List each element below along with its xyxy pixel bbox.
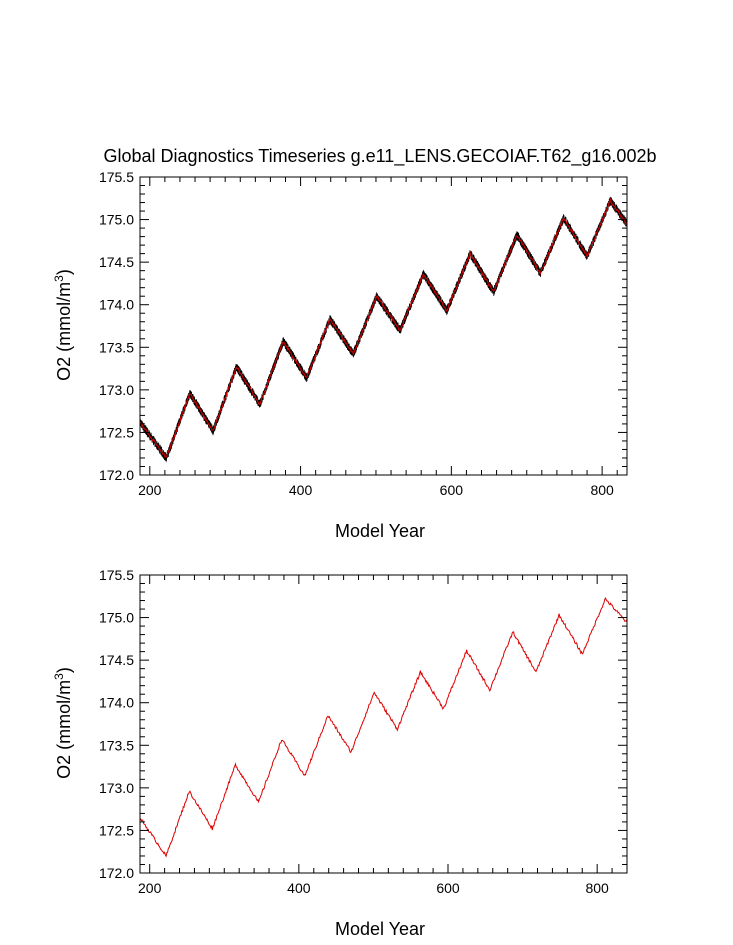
chart-title: Global Diagnostics Timeseries g.e11_LENS… bbox=[104, 146, 657, 167]
x-tick-label: 800 bbox=[590, 482, 614, 498]
y-tick-label: 172.5 bbox=[99, 424, 134, 440]
x-tick-label: 800 bbox=[585, 880, 609, 896]
timeseries-chart-bottom: 200 400 600 800 172.0 172.5 173.0 173.5 174.0 174… bbox=[52, 567, 628, 939]
series-annual-line bbox=[140, 597, 627, 858]
x-axis-label: Model Year bbox=[335, 919, 425, 939]
y-axis-label-end: ) bbox=[54, 269, 74, 275]
y-tick-label: 173.5 bbox=[99, 339, 134, 355]
plot-area: 200 400 600 800 172.0 172.5 173.0 173.5 174.0 174… bbox=[99, 169, 628, 498]
series-annual-line bbox=[140, 197, 627, 458]
y-axis-label: O2 (mmol/m3) bbox=[52, 269, 74, 381]
y-tick-label: 174.0 bbox=[99, 297, 134, 313]
plot-area: 200 400 600 800 172.0 172.5 173.0 173.5 174.0 174… bbox=[99, 567, 628, 896]
series-monthly-line bbox=[140, 196, 627, 463]
y-tick-label: 174.5 bbox=[99, 652, 134, 668]
y-axis-label-main: O2 (mmol/m bbox=[54, 680, 74, 779]
y-tick-label: 175.0 bbox=[99, 212, 134, 228]
x-tick-label: 600 bbox=[440, 482, 464, 498]
y-tick-label: 173.0 bbox=[99, 780, 134, 796]
y-tick-label: 175.0 bbox=[99, 610, 134, 626]
y-tick-label: 172.5 bbox=[99, 822, 134, 838]
x-tick-label: 200 bbox=[138, 880, 162, 896]
x-tick-label: 400 bbox=[289, 482, 313, 498]
plot-frame bbox=[139, 176, 628, 476]
x-axis-label: Model Year bbox=[335, 521, 425, 541]
plot-frame bbox=[139, 574, 628, 874]
x-tick-label: 600 bbox=[436, 880, 460, 896]
y-tick-label: 174.5 bbox=[99, 254, 134, 270]
y-axis-label: O2 (mmol/m3) bbox=[52, 667, 74, 779]
timeseries-chart-top: Global Diagnostics Timeseries g.e11_LENS… bbox=[52, 146, 656, 541]
y-axis-label-sup: 3 bbox=[52, 275, 66, 282]
y-axis-label-sup: 3 bbox=[52, 673, 66, 680]
y-tick-label: 175.5 bbox=[99, 567, 134, 583]
y-tick-label: 173.0 bbox=[99, 382, 134, 398]
y-tick-label: 173.5 bbox=[99, 737, 134, 753]
y-tick-label: 172.0 bbox=[99, 865, 134, 881]
x-tick-label: 200 bbox=[138, 482, 162, 498]
y-axis-label-main: O2 (mmol/m bbox=[54, 282, 74, 381]
y-tick-label: 174.0 bbox=[99, 695, 134, 711]
x-tick-label: 400 bbox=[287, 880, 311, 896]
y-tick-label: 175.5 bbox=[99, 169, 134, 185]
y-tick-label: 172.0 bbox=[99, 467, 134, 483]
y-axis-label-end: ) bbox=[54, 667, 74, 673]
